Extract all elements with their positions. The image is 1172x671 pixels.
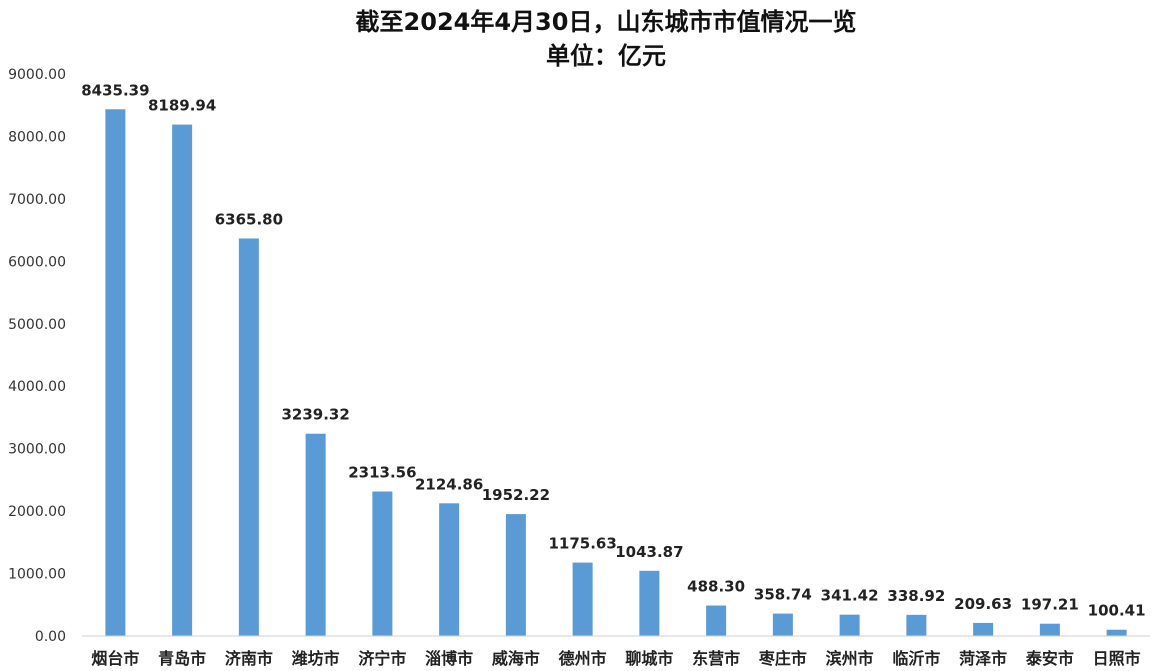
value-label: 100.41 [1088,602,1146,620]
x-tick-label: 临沂市 [892,649,940,668]
value-label: 2313.56 [348,464,416,482]
y-tick-label: 0.00 [35,629,66,645]
y-axis: 0.00 1000.00 2000.00 3000.00 4000.00 5000.00 6… [8,67,66,645]
bar [973,622,994,636]
x-tick-label: 潍坊市 [292,649,340,668]
bar [105,109,126,636]
value-label: 8435.39 [81,81,149,99]
bar [1039,623,1060,636]
x-tick-label: 淄博市 [425,649,473,668]
x-tick-label: 德州市 [559,649,607,668]
y-tick-label: 1000.00 [8,567,66,583]
x-tick-label: 青岛市 [158,649,206,668]
x-tick-label: 烟台市 [91,649,139,668]
bar [238,238,259,636]
bar [439,503,460,636]
x-tick-label: 滨州市 [826,649,874,668]
value-label: 2124.86 [415,475,483,493]
bar [305,433,326,636]
value-label: 197.21 [1021,596,1079,614]
bar [839,614,860,636]
bar [906,614,927,636]
value-label: 209.63 [954,595,1012,613]
x-tick-label: 菏泽市 [959,649,1007,668]
x-tick-label: 威海市 [492,649,540,668]
x-tick-label: 济宁市 [358,649,406,668]
x-tick-label: 聊城市 [625,649,673,668]
bar [639,570,660,636]
value-label: 3239.32 [281,406,349,424]
bar [572,562,593,636]
y-tick-label: 4000.00 [8,379,66,395]
chart-subtitle: 单位：亿元 [546,42,666,70]
value-label: 488.30 [687,578,745,596]
value-label: 1952.22 [482,486,550,504]
y-tick-label: 7000.00 [8,192,66,208]
x-tick-label: 济南市 [225,649,273,668]
x-tick-label: 日照市 [1093,649,1141,668]
bars-group [105,109,1127,637]
y-tick-label: 9000.00 [8,67,66,83]
y-tick-label: 5000.00 [8,317,66,333]
bar [1106,629,1127,636]
value-label: 6365.80 [215,210,283,228]
bar [772,613,793,636]
value-label: 358.74 [754,586,812,604]
y-tick-label: 2000.00 [8,504,66,520]
bar [172,124,193,637]
y-tick-label: 3000.00 [8,442,66,458]
bar [372,491,393,636]
chart-title: 截至2024年4月30日，山东城市市值情况一览 [355,8,857,36]
value-label: 1175.63 [548,535,616,553]
value-label: 1043.87 [615,543,683,561]
x-axis: 烟台市 青岛市 济南市 潍坊市 济宁市 淄博市 威海市 德州市 聊城市 东营市 枣庄市 滨州市 临沂市菏… [82,635,1150,668]
y-tick-label: 6000.00 [8,254,66,270]
value-label: 341.42 [821,587,879,605]
x-tick-label: 枣庄市 [758,649,807,668]
x-tick-label: 泰安市 [1025,649,1074,668]
x-tick-label: 东营市 [692,649,740,668]
bar [706,605,727,636]
y-tick-label: 8000.00 [8,129,66,145]
bar [505,514,526,636]
value-label: 8189.94 [148,97,216,115]
value-label: 338.92 [887,587,945,605]
